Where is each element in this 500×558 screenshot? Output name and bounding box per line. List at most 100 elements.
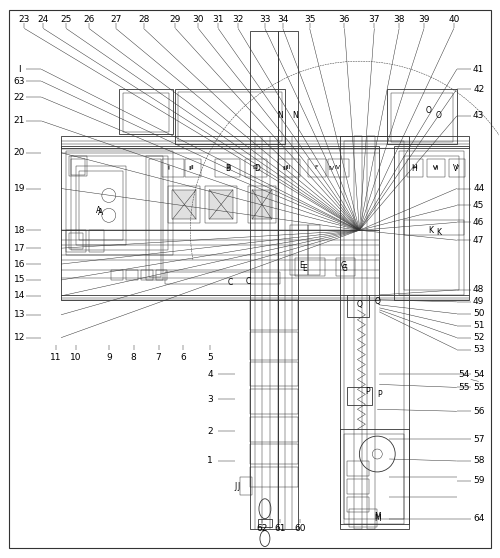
Text: 23: 23 [18, 15, 30, 24]
Bar [278, 158, 299, 176]
Text: 52: 52 [473, 333, 484, 342]
Text: 36: 36 [338, 15, 350, 24]
Bar [66, 230, 86, 252]
Bar [348, 479, 370, 494]
Bar [240, 477, 252, 495]
Text: 20: 20 [14, 148, 25, 157]
Bar [278, 31, 297, 528]
Text: 27: 27 [110, 15, 122, 24]
Bar [250, 444, 298, 464]
Bar [250, 467, 298, 487]
Text: 31: 31 [212, 15, 224, 24]
Text: J: J [237, 482, 239, 492]
Bar [186, 158, 202, 176]
Text: 54: 54 [473, 370, 484, 379]
Bar [148, 158, 160, 277]
Text: IV: IV [328, 166, 334, 171]
Text: K: K [436, 228, 442, 237]
Bar [328, 158, 349, 176]
Text: Q: Q [356, 300, 362, 309]
Text: 39: 39 [418, 15, 430, 24]
Bar [118, 89, 174, 134]
Bar [71, 156, 168, 250]
Text: 58: 58 [473, 456, 484, 465]
Bar [354, 136, 362, 528]
Text: 19: 19 [14, 184, 25, 193]
Text: H: H [412, 165, 418, 170]
Bar [111, 270, 122, 280]
Text: B: B [226, 165, 230, 170]
Text: 18: 18 [14, 226, 25, 235]
Bar [162, 158, 184, 176]
Text: VI: VI [433, 166, 439, 171]
Bar [206, 185, 237, 223]
Text: 11: 11 [50, 353, 62, 362]
Bar [308, 225, 320, 275]
Text: 35: 35 [304, 15, 316, 24]
Text: 29: 29 [170, 15, 181, 24]
Text: 40: 40 [448, 15, 460, 24]
Text: 8: 8 [131, 353, 136, 362]
Bar [252, 190, 272, 219]
Bar [336, 258, 355, 276]
Bar [172, 190, 197, 219]
Bar [89, 230, 104, 252]
Bar [166, 272, 280, 284]
Text: I: I [18, 65, 21, 74]
Text: 47: 47 [473, 235, 484, 245]
Text: 6: 6 [180, 353, 186, 362]
Text: 13: 13 [14, 310, 25, 319]
Bar [348, 497, 370, 512]
Text: E: E [302, 263, 307, 272]
Text: 10: 10 [70, 353, 82, 362]
Text: 22: 22 [14, 93, 25, 102]
Text: 60: 60 [294, 524, 306, 533]
Text: 64: 64 [473, 514, 484, 523]
Bar [391, 93, 453, 142]
Bar [209, 190, 233, 219]
Bar [340, 429, 409, 523]
Text: 37: 37 [368, 15, 380, 24]
Bar [71, 158, 85, 175]
Text: V: V [453, 164, 458, 173]
Bar [258, 519, 272, 527]
Bar [250, 389, 298, 414]
Bar [348, 295, 370, 317]
Bar [394, 146, 469, 300]
Bar [61, 146, 380, 300]
Bar [250, 362, 298, 386]
Bar [140, 270, 152, 280]
Bar [348, 387, 372, 405]
Bar [295, 258, 324, 276]
Bar [368, 136, 376, 528]
Bar [348, 461, 370, 476]
Bar [350, 509, 378, 527]
Text: D: D [254, 164, 260, 173]
Text: 38: 38 [394, 15, 405, 24]
Bar [387, 89, 457, 144]
Text: 30: 30 [192, 15, 204, 24]
Text: A: A [96, 206, 102, 215]
Bar [178, 92, 282, 141]
Text: C: C [228, 278, 232, 287]
Bar [215, 158, 240, 176]
Bar [399, 151, 464, 295]
Bar [156, 270, 168, 280]
Bar [126, 270, 138, 280]
Bar [404, 220, 464, 235]
Text: 24: 24 [38, 15, 49, 24]
Text: G: G [340, 261, 346, 270]
Text: G: G [342, 263, 347, 272]
Bar [250, 300, 298, 330]
Bar [66, 151, 174, 255]
Bar [248, 185, 276, 223]
Text: 49: 49 [473, 297, 484, 306]
Text: 43: 43 [473, 112, 484, 121]
Text: 2: 2 [208, 427, 213, 436]
Text: 14: 14 [14, 291, 25, 300]
Text: 21: 21 [14, 117, 25, 126]
Text: I: I [168, 165, 170, 170]
Bar [76, 166, 126, 245]
Bar [250, 417, 298, 442]
Text: 51: 51 [473, 321, 484, 330]
